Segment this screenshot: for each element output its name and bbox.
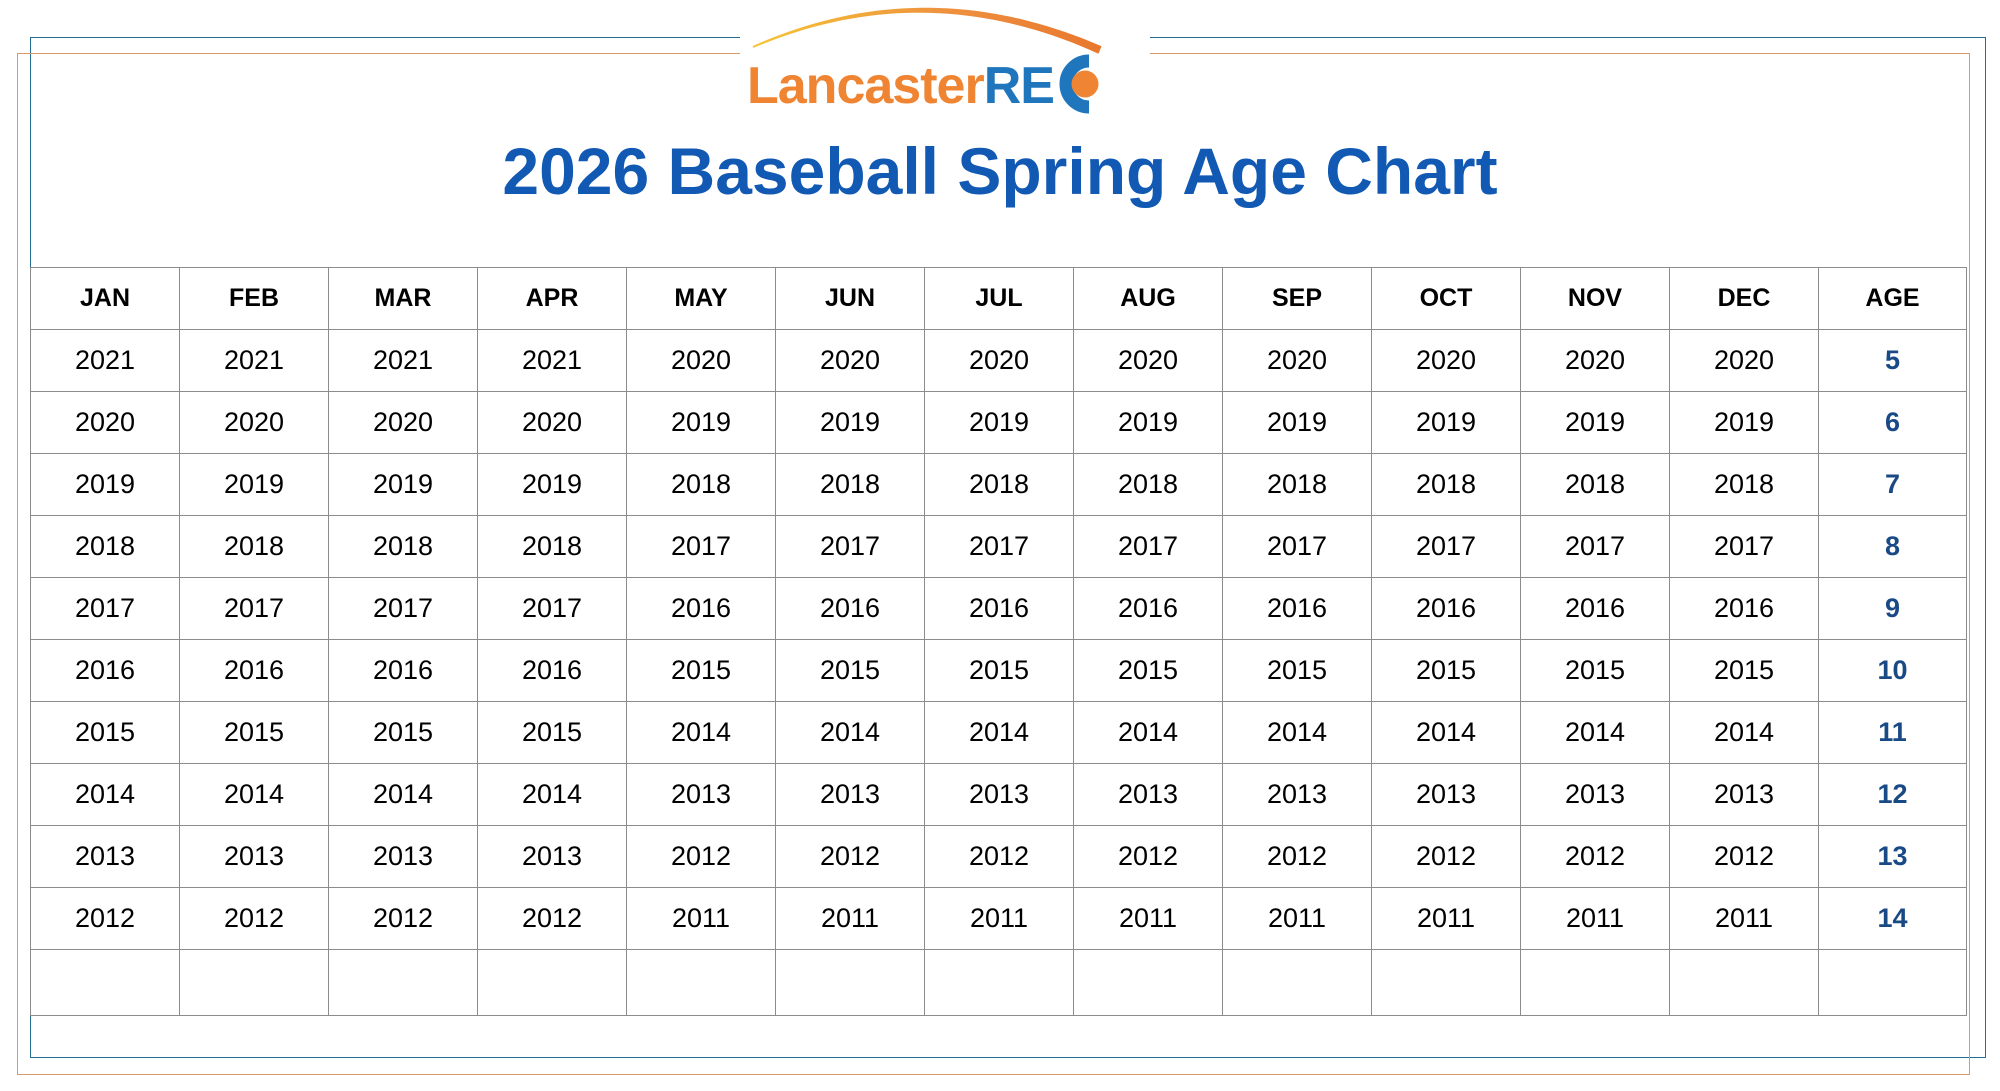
svg-text:LancasterRE: LancasterRE bbox=[747, 57, 1054, 115]
